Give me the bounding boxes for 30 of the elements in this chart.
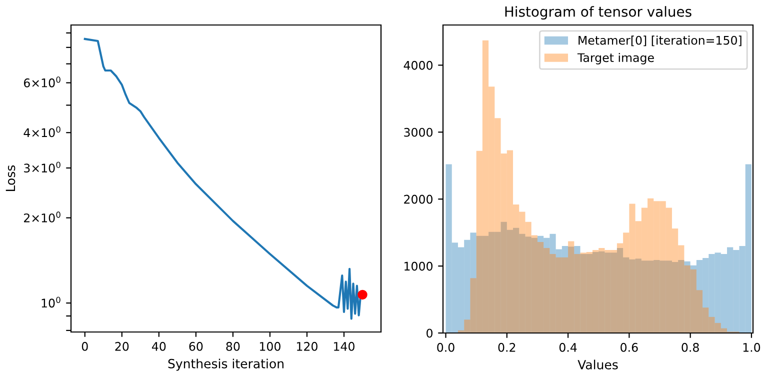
x-axis-title: Synthesis iteration	[168, 358, 284, 371]
chart-title: Histogram of tensor values	[505, 6, 692, 20]
y-tick-label: 2×10$^{0}$	[24, 212, 60, 222]
x-tick-label: 1.0	[743, 342, 760, 352]
x-tick-label: 140	[334, 342, 354, 351]
y-tick-label: 4×10$^{0}$	[24, 126, 60, 138]
x-axis-title: Values	[578, 360, 618, 370]
x-tick-label: 120	[297, 342, 318, 351]
x-tick-label: 0.6	[620, 342, 638, 352]
x-tick-label: 40	[152, 342, 166, 351]
y-axis-title: Loss	[6, 165, 16, 191]
y-tick-label: 3×10$^{0}$	[24, 162, 60, 173]
y-tick-label: 3000	[404, 128, 432, 137]
x-tick-label: 0.8	[682, 342, 699, 352]
y-tick-label: 6×10$^{0}$	[24, 76, 60, 88]
x-tick-label: 20	[115, 342, 129, 351]
y-tick-label: 1000	[404, 262, 432, 271]
x-tick-label: 100	[260, 342, 280, 351]
x-tick-label: 0.4	[559, 342, 577, 352]
x-tick-label: 60	[189, 342, 203, 351]
legend-label: Metamer[0] [iteration=150]	[578, 36, 742, 46]
x-tick-label: 0.0	[437, 342, 454, 352]
x-tick-label: 80	[226, 342, 240, 351]
y-tick-label: 0	[426, 328, 432, 338]
y-tick-label: 10$^{0}$	[42, 296, 60, 308]
legend-label: Target image	[577, 52, 654, 64]
x-tick-label: 0	[82, 342, 88, 351]
y-tick-label: 4000	[404, 60, 432, 70]
x-tick-label: 0.2	[498, 342, 516, 352]
y-tick-label: 2000	[404, 194, 432, 204]
